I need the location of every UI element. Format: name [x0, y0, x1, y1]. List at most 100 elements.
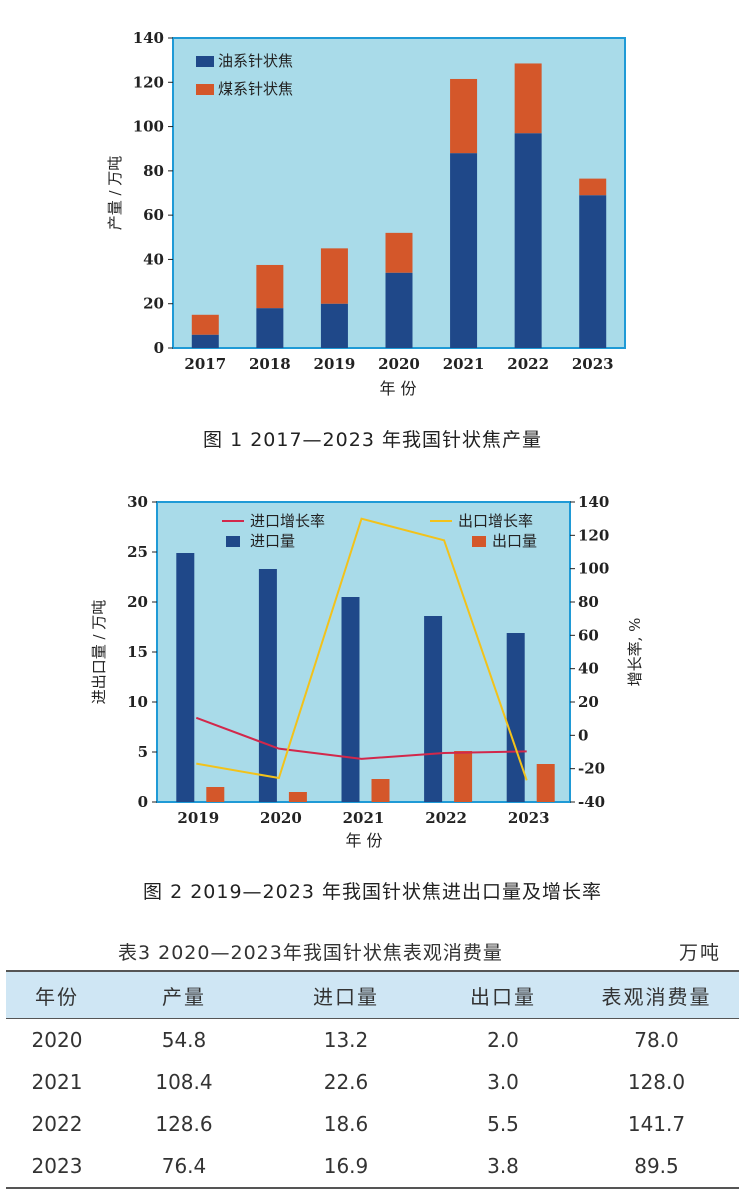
- fig1-y-tick-label: 0: [154, 339, 164, 357]
- cell-import: 18.6: [323, 1112, 369, 1136]
- fig1-x-tick-label: 2022: [507, 355, 549, 373]
- col-header-consumption: 表观消费量: [601, 984, 712, 1009]
- col-header-output: 产量: [162, 984, 206, 1009]
- fig2-legend-swatch-import: [226, 536, 240, 547]
- fig1-x-tick-label: 2017: [184, 355, 226, 373]
- fig2-y-axis-left-label: 进出口量 / 万吨: [90, 600, 108, 705]
- col-header-export: 出口量: [470, 984, 536, 1009]
- fig2-y-left-tick-label: 30: [127, 493, 148, 511]
- fig2-bar-export: [371, 779, 390, 802]
- fig1-y-tick-label: 80: [143, 162, 164, 180]
- fig1-y-tick-label: 20: [143, 295, 164, 313]
- cell-consumption: 141.7: [627, 1112, 686, 1136]
- fig2-y-right-tick-label: 60: [578, 626, 599, 644]
- fig1-x-axis-label: 年 份: [379, 379, 416, 398]
- cell-export: 3.0: [487, 1070, 519, 1094]
- fig2-bar-export: [206, 787, 225, 802]
- fig2-y-right-tick-label: 80: [578, 593, 599, 611]
- consumption-table: 年份 产量 进口量 出口量 表观消费量 2020 54.8 13.2 2.0 7…: [6, 970, 739, 1189]
- fig2-legend: 进口增长率 进口量 出口增长率 出口量: [222, 512, 537, 550]
- fig2-y-left-tick-label: 10: [127, 693, 148, 711]
- fig2-legend-label-export-rate: 出口增长率: [458, 512, 533, 530]
- fig2-x-tick-label: 2019: [177, 809, 219, 827]
- cell-consumption: 78.0: [634, 1028, 679, 1052]
- cell-import: 16.9: [323, 1154, 369, 1178]
- cell-output: 76.4: [161, 1154, 207, 1178]
- cell-year: 2021: [31, 1070, 83, 1094]
- fig2-legend-label-import: 进口量: [250, 532, 295, 550]
- cell-year: 2022: [31, 1112, 83, 1136]
- cell-import: 13.2: [323, 1028, 369, 1052]
- fig2-y-right-tick-label: -40: [578, 793, 605, 811]
- table-row: 2020 54.8 13.2 2.0 78.0: [6, 1019, 739, 1062]
- fig2-y-right-tick-label: 0: [578, 726, 588, 744]
- fig2-bar-import: [506, 633, 525, 802]
- fig2-legend-swatch-export: [472, 536, 486, 547]
- fig1-legend-label-coal: 煤系针状焦: [218, 80, 293, 98]
- fig2-legend-label-export: 出口量: [492, 532, 537, 550]
- fig2-x-tick-label: 2023: [508, 809, 550, 827]
- fig1-bar-coal: [450, 78, 478, 154]
- table-unit: 万吨: [678, 942, 721, 964]
- fig2-bar-import: [258, 569, 277, 802]
- cell-import: 22.6: [323, 1070, 369, 1094]
- fig1-bar-oil: [514, 133, 542, 348]
- fig1-bar-oil: [256, 308, 284, 348]
- fig1-x-tick-label: 2023: [572, 355, 614, 373]
- fig2-line-export-rate: [196, 517, 528, 781]
- fig1-y-tick-label: 120: [133, 73, 164, 91]
- fig2-y-left-tick-label: 5: [138, 743, 148, 761]
- table-row: 2023 76.4 16.9 3.8 89.5: [6, 1145, 739, 1188]
- fig2-bar-export: [536, 764, 555, 802]
- cell-year: 2020: [31, 1028, 83, 1052]
- cell-output: 128.6: [155, 1112, 213, 1136]
- fig1-bar-coal: [385, 232, 413, 273]
- cell-export: 5.5: [487, 1112, 519, 1136]
- fig1-y-tick-label: 60: [143, 206, 164, 224]
- fig1-y-tick-label: 40: [143, 250, 164, 268]
- fig2-y-left-tick-label: 15: [127, 643, 148, 661]
- fig2-legend-label-import-rate: 进口增长率: [250, 512, 325, 530]
- fig1-bar-coal: [579, 178, 607, 196]
- fig2-y-left-tick-label: 20: [127, 593, 148, 611]
- figure1-chart: 0 20 40 60 80 100 120 140 2017 2018 2019 2020 2021 2…: [106, 29, 626, 398]
- fig1-bar-coal: [514, 63, 542, 134]
- cell-consumption: 89.5: [634, 1154, 679, 1178]
- fig1-legend-swatch-oil: [196, 56, 214, 67]
- table-title: 表3 2020—2023年我国针状焦表观消费量: [118, 942, 503, 964]
- table-row: 2022 128.6 18.6 5.5 141.7: [6, 1103, 739, 1145]
- col-header-year: 年份: [35, 984, 79, 1009]
- fig2-bar-export: [454, 751, 473, 802]
- fig2-bar-import: [341, 597, 360, 802]
- table-header-row: 年份 产量 进口量 出口量 表观消费量: [6, 971, 739, 1019]
- fig1-bar-oil: [191, 334, 219, 348]
- cell-year: 2023: [31, 1154, 83, 1178]
- fig2-x-axis-label: 年 份: [345, 831, 382, 850]
- cell-export: 3.8: [487, 1154, 519, 1178]
- fig2-y-right-tick-label: 40: [578, 660, 599, 678]
- figure2-chart: 0 5 10 15 20 25 30 -40 -20 0 20 40 60 80 100 120 140 20…: [90, 493, 644, 850]
- col-header-import: 进口量: [313, 984, 379, 1009]
- fig2-bar-import: [176, 553, 195, 802]
- cell-output: 108.4: [155, 1070, 213, 1094]
- fig1-x-tick-label: 2018: [249, 355, 291, 373]
- fig2-y-left-tick-label: 0: [138, 793, 148, 811]
- fig2-y-right-tick-label: -20: [578, 760, 605, 778]
- fig2-x-tick-label: 2022: [425, 809, 467, 827]
- figure1-caption: 图 1 2017—2023 年我国针状焦产量: [203, 429, 542, 451]
- fig1-bar-coal: [256, 264, 284, 309]
- cell-export: 2.0: [487, 1028, 519, 1052]
- figure2-caption: 图 2 2019—2023 年我国针状焦进出口量及增长率: [143, 881, 602, 903]
- fig1-bar-coal: [191, 314, 219, 335]
- fig1-bar-coal: [320, 248, 348, 304]
- fig1-y-tick-label: 100: [133, 118, 164, 136]
- table-row: 2021 108.4 22.6 3.0 128.0: [6, 1061, 739, 1103]
- fig2-line-import-rate: [195, 716, 527, 760]
- fig1-y-tick-label: 140: [133, 29, 164, 47]
- fig2-y-left-tick-label: 25: [127, 543, 148, 561]
- fig2-y-right-tick-label: 120: [578, 526, 609, 544]
- cell-output: 54.8: [161, 1028, 207, 1052]
- fig1-bar-oil: [450, 153, 478, 348]
- fig1-x-tick-label: 2021: [443, 355, 485, 373]
- fig2-y-right-tick-label: 140: [578, 493, 609, 511]
